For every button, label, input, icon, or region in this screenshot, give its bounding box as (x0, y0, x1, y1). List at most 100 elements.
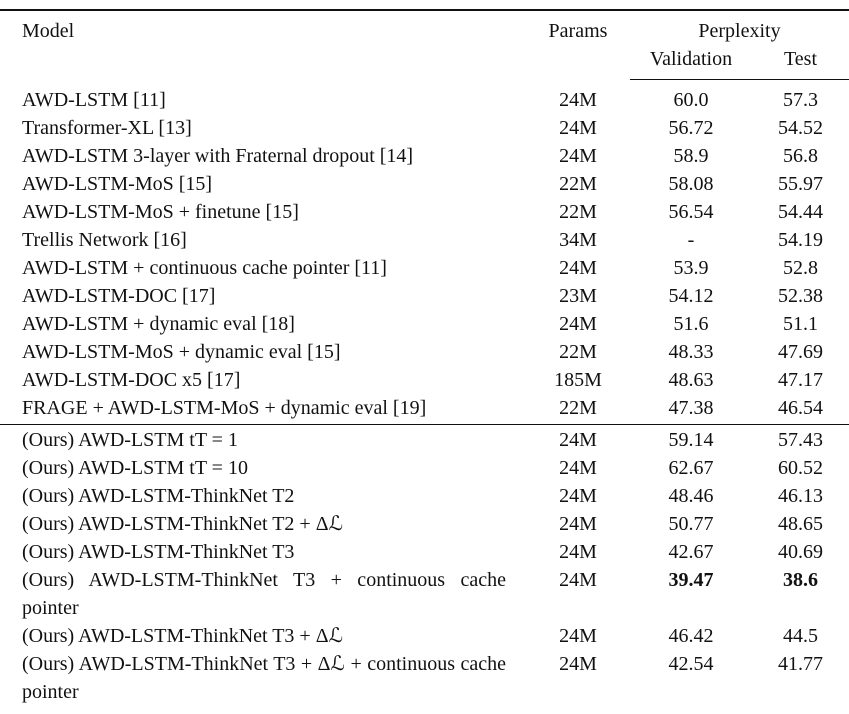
results-table: Model Params Perplexity Validation Test … (0, 9, 849, 706)
table-row: Trellis Network [16] 34M - 54.19 (0, 226, 849, 254)
params-cell: 24M (559, 313, 597, 335)
test-cell: 60.52 (778, 457, 823, 479)
params-cell: 24M (559, 625, 597, 647)
test-cell: 54.19 (778, 229, 823, 251)
model-cell: AWD-LSTM [11] (22, 88, 166, 111)
test-cell: 40.69 (778, 541, 823, 563)
params-cell: 23M (559, 285, 597, 307)
model-cell: (Ours) AWD-LSTM-ThinkNet T2 + Δℒ (22, 513, 343, 535)
model-cell: AWD-LSTM 3-layer with Fraternal dropout … (22, 145, 414, 167)
table-row: FRAGE + AWD-LSTM-MoS + dynamic eval [19]… (0, 394, 849, 425)
model-cell: AWD-LSTM + dynamic eval [18] (22, 313, 295, 335)
validation-cell: - (687, 229, 695, 251)
table-row: Transformer-XL [13] 24M 56.72 54.52 (0, 114, 849, 142)
header-params: Params (548, 20, 608, 42)
validation-cell: 56.54 (668, 201, 714, 223)
table-row: AWD-LSTM + continuous cache pointer [11]… (0, 254, 849, 282)
validation-cell: 51.6 (673, 313, 709, 335)
params-cell: 24M (559, 513, 597, 535)
table-row: (Ours) AWD-LSTM-ThinkNet T3 + Δℒ 24M 46.42… (0, 622, 849, 650)
params-cell: 24M (559, 541, 597, 563)
validation-cell: 62.67 (668, 457, 714, 479)
table-row: AWD-LSTM-DOC x5 [17] 185M 48.63 47.17 (0, 366, 849, 394)
model-cell: Trellis Network [16] (22, 229, 187, 251)
validation-cell: 54.12 (668, 285, 714, 307)
model-cell: (Ours) AWD-LSTM-ThinkNet T3 + continuous… (22, 569, 506, 619)
test-cell: 41.77 (778, 653, 823, 675)
validation-cell: 48.33 (668, 341, 714, 363)
table-row: AWD-LSTM-MoS + finetune [15] 22M 56.54 54.4… (0, 198, 849, 226)
model-cell: (Ours) AWD-LSTM-ThinkNet T3 (22, 541, 295, 563)
test-cell: 54.52 (778, 117, 823, 139)
table-row: (Ours) AWD-LSTM-ThinkNet T2 24M 48.46 46.13 (0, 482, 849, 510)
model-cell: (Ours) AWD-LSTM-ThinkNet T2 (22, 485, 295, 507)
params-cell: 24M (559, 653, 597, 675)
model-cell: Transformer-XL [13] (22, 117, 192, 139)
params-cell: 185M (554, 369, 602, 391)
table-row: (Ours) AWD-LSTM-ThinkNet T3 + continuous… (0, 566, 849, 622)
params-cell: 22M (559, 201, 597, 223)
validation-cell: 42.67 (668, 541, 714, 563)
validation-cell: 59.14 (668, 429, 714, 451)
test-cell: 46.54 (752, 394, 849, 425)
model-cell: AWD-LSTM-MoS [15] (22, 173, 213, 195)
test-cell: 57.43 (778, 429, 823, 451)
table-row: AWD-LSTM + dynamic eval [18] 24M 51.6 51.1 (0, 310, 849, 338)
table-row: AWD-LSTM-DOC [17] 23M 54.12 52.38 (0, 282, 849, 310)
table-row: AWD-LSTM [11] 24M 60.0 57.3 (0, 80, 849, 115)
params-cell: 22M (526, 394, 630, 425)
params-cell: 24M (559, 429, 597, 451)
validation-cell: 50.77 (668, 513, 714, 535)
validation-cell: 58.08 (668, 173, 714, 195)
validation-cell: 48.46 (668, 485, 714, 507)
test-cell: 56.8 (783, 145, 818, 167)
params-cell: 34M (559, 229, 597, 251)
header-perplexity: Perplexity (698, 20, 781, 42)
model-cell: AWD-LSTM-DOC x5 [17] (22, 369, 241, 391)
table-row: (Ours) AWD-LSTM-ThinkNet T3 + Δℒ + conti… (0, 650, 849, 706)
test-cell: 52.38 (778, 285, 823, 307)
test-cell: 55.97 (778, 173, 823, 195)
validation-cell: 48.63 (668, 369, 714, 391)
table-row: AWD-LSTM 3-layer with Fraternal dropout … (0, 142, 849, 170)
validation-cell: 42.54 (668, 653, 714, 675)
validation-cell: 46.42 (668, 625, 714, 647)
model-cell: AWD-LSTM-MoS + finetune [15] (22, 201, 299, 223)
params-cell: 22M (559, 341, 597, 363)
params-cell: 24M (559, 257, 597, 279)
test-cell: 44.5 (783, 625, 818, 647)
header-validation: Validation (630, 45, 752, 80)
params-cell: 24M (559, 457, 597, 479)
validation-cell: 58.9 (673, 145, 709, 167)
params-cell: 24M (559, 569, 597, 591)
validation-cell: 56.72 (668, 117, 714, 139)
validation-cell: 53.9 (673, 257, 709, 279)
header-test: Test (752, 45, 849, 80)
params-cell: 24M (559, 117, 597, 139)
validation-cell: 39.47 (668, 569, 714, 591)
table-body: AWD-LSTM [11] 24M 60.0 57.3 Transformer-XL [… (0, 80, 849, 707)
test-cell: 47.17 (778, 369, 823, 391)
model-cell: (Ours) AWD-LSTM-ThinkNet T3 + Δℒ (22, 625, 343, 647)
params-cell: 24M (559, 485, 597, 507)
test-cell: 38.6 (783, 569, 818, 591)
table-row: (Ours) AWD-LSTM-ThinkNet T3 24M 42.67 40.69 (0, 538, 849, 566)
test-cell: 54.44 (778, 201, 823, 223)
test-cell: 52.8 (783, 257, 818, 279)
table-row: (Ours) AWD-LSTM tT = 10 24M 62.67 60.52 (0, 454, 849, 482)
table-row: (Ours) AWD-LSTM tT = 1 24M 59.14 57.43 (0, 425, 849, 455)
table-row: AWD-LSTM-MoS + dynamic eval [15] 22M 48.33… (0, 338, 849, 366)
table-row: (Ours) AWD-LSTM-ThinkNet T2 + Δℒ 24M 50.77… (0, 510, 849, 538)
model-cell: (Ours) AWD-LSTM-ThinkNet T3 + Δℒ + conti… (22, 653, 506, 703)
model-cell: AWD-LSTM-DOC [17] (22, 285, 216, 307)
model-cell: AWD-LSTM + continuous cache pointer [11] (22, 257, 387, 279)
test-cell: 47.69 (778, 341, 823, 363)
model-cell: FRAGE + AWD-LSTM-MoS + dynamic eval [19] (0, 394, 526, 425)
params-cell: 24M (559, 145, 597, 167)
model-cell: (Ours) AWD-LSTM tT = 1 (22, 429, 238, 451)
params-cell: 22M (559, 173, 597, 195)
test-cell: 57.3 (783, 89, 818, 111)
test-cell: 51.1 (783, 313, 818, 335)
model-cell: (Ours) AWD-LSTM tT = 10 (22, 457, 248, 479)
